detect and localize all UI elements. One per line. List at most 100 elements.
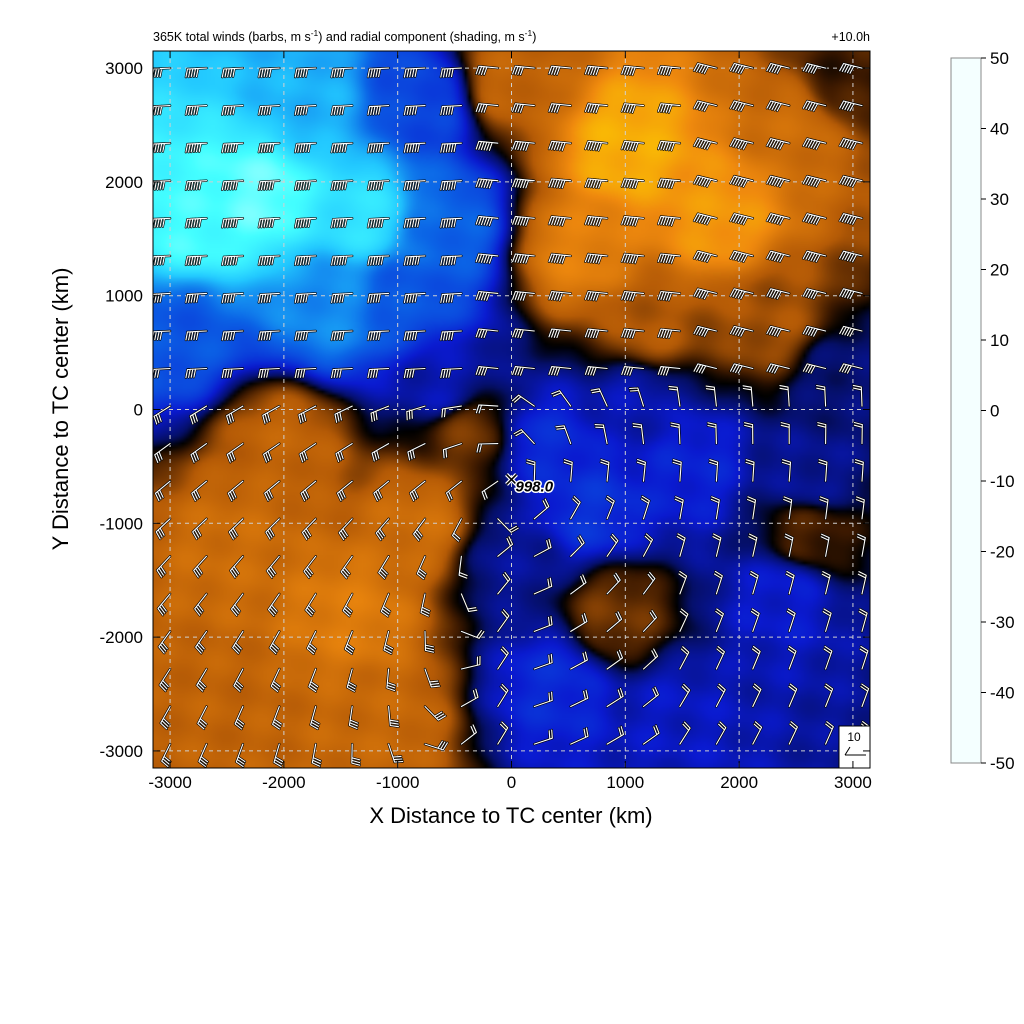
- wind-barb: [657, 327, 682, 340]
- wind-barb: [802, 174, 827, 188]
- wind-barb: [496, 535, 514, 558]
- wind-barb: [857, 570, 868, 596]
- wind-barb: [184, 217, 208, 229]
- wind-barb: [824, 720, 835, 746]
- wind-barb: [311, 742, 322, 768]
- wind-barb: [480, 480, 499, 501]
- wind-barb: [671, 458, 683, 483]
- wind-barb: [262, 442, 281, 464]
- wind-barb: [785, 570, 796, 596]
- wind-barb: [336, 480, 354, 502]
- wind-barb: [299, 480, 317, 502]
- wind-barb: [366, 104, 390, 116]
- x-tick-label: -1000: [376, 773, 419, 792]
- wind-barb: [853, 421, 864, 445]
- wind-barb: [306, 630, 318, 655]
- wind-barb: [416, 555, 428, 580]
- wind-barb: [533, 691, 554, 708]
- wind-barbs: [153, 62, 870, 768]
- x-tick-label: 1000: [606, 773, 644, 792]
- wind-barb: [330, 66, 354, 79]
- wind-barb: [460, 629, 486, 640]
- wind-barb: [423, 667, 441, 689]
- wind-barb: [749, 570, 760, 596]
- wind-barb: [366, 367, 390, 379]
- y-tick-label: 2000: [105, 173, 143, 192]
- wind-barb: [439, 179, 463, 191]
- colorbar-tick-label: -50: [990, 754, 1015, 773]
- wind-barb: [822, 645, 834, 671]
- wind-barb: [678, 607, 690, 633]
- wind-barb: [584, 365, 609, 377]
- wind-barb: [370, 442, 390, 463]
- y-tick-label: 1000: [105, 287, 143, 306]
- wind-barb: [221, 217, 245, 229]
- wind-barb: [330, 179, 354, 191]
- wind-barb: [802, 62, 827, 75]
- chart-title: 365K total winds (barbs, m s-1) and radi…: [153, 28, 536, 44]
- wind-barb: [631, 422, 645, 445]
- wind-barb: [439, 329, 463, 342]
- x-tick-label: 0: [507, 773, 516, 792]
- wind-barb: [677, 570, 688, 596]
- wind-barb: [533, 577, 553, 596]
- wind-barb: [475, 365, 499, 377]
- wind-barb: [155, 555, 172, 579]
- wind-barb: [475, 177, 499, 190]
- wind-barb: [302, 555, 317, 579]
- wind-barb: [802, 212, 827, 226]
- wind-barb: [676, 532, 687, 558]
- wind-barb: [221, 104, 245, 116]
- wind-barb: [714, 607, 725, 633]
- wind-barb: [228, 517, 245, 541]
- wind-barb: [859, 682, 870, 708]
- wind-barb: [667, 385, 682, 408]
- wind-barb: [678, 645, 690, 671]
- wind-barb: [765, 212, 791, 226]
- colorbar-tick-label: 40: [990, 120, 1009, 139]
- wind-barb: [375, 517, 390, 542]
- wind-barb: [304, 592, 317, 618]
- wind-barb: [153, 66, 172, 78]
- wind-barb: [340, 555, 354, 580]
- x-tick-label: 3000: [834, 773, 872, 792]
- wind-barb: [366, 329, 390, 342]
- wind-barb: [765, 137, 791, 151]
- y-tick-label: -2000: [100, 628, 143, 647]
- wind-barb: [257, 367, 281, 379]
- wind-barb: [154, 480, 172, 502]
- colorbar-bar: [950, 57, 982, 764]
- wind-barb: [620, 290, 645, 302]
- wind-barb: [294, 367, 317, 379]
- wind-barb: [338, 517, 354, 541]
- wind-barb: [159, 705, 172, 730]
- wind-barb: [227, 480, 245, 502]
- wind-barb: [710, 495, 721, 520]
- wind-barb: [855, 495, 866, 520]
- wind-barb: [782, 495, 793, 520]
- wind-barb: [747, 532, 759, 558]
- time-label: +10.0h: [831, 30, 870, 44]
- wind-barb: [692, 99, 718, 113]
- wind-barb: [729, 62, 754, 75]
- wind-barb: [620, 365, 645, 377]
- wind-barb: [819, 533, 831, 558]
- wind-barb: [265, 555, 281, 579]
- wind-barb: [257, 179, 281, 191]
- wind-barb: [569, 534, 586, 558]
- wind-barb: [333, 404, 354, 424]
- wind-barb: [439, 142, 463, 154]
- wind-barb: [787, 682, 798, 708]
- wind-barb: [511, 365, 536, 377]
- wind-barb: [475, 252, 499, 265]
- wind-barb: [692, 174, 718, 188]
- wind-barb: [423, 740, 449, 752]
- wind-barb: [547, 252, 572, 265]
- wind-barb: [584, 252, 609, 265]
- wind-barb: [157, 630, 172, 655]
- x-tick-label: -3000: [148, 773, 191, 792]
- wind-barb: [838, 362, 864, 375]
- wind-barb: [729, 99, 754, 113]
- wind-barb: [369, 404, 390, 423]
- wind-barb: [547, 215, 572, 227]
